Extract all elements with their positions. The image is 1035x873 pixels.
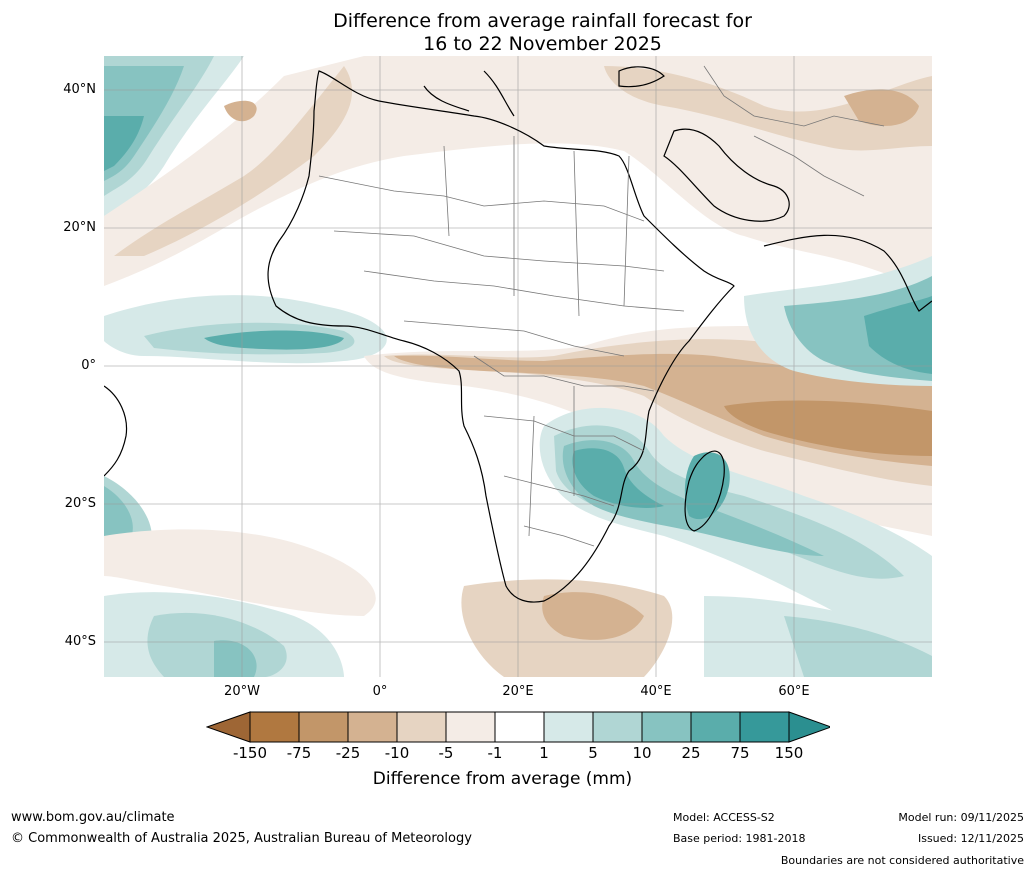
colorbar-cell <box>543 711 594 743</box>
copyright-text: © Commonwealth of Australia 2025, Austra… <box>11 831 472 846</box>
colorbar-tick-label: 75 <box>730 744 750 762</box>
website-link[interactable]: www.bom.gov.au/climate <box>11 810 175 825</box>
boundaries-disclaimer: Boundaries are not considered authoritat… <box>780 854 1024 867</box>
country-borders <box>318 65 885 547</box>
anomaly-gulf-of-guinea-wet <box>104 295 387 364</box>
lon-label-0: 0° <box>372 684 388 699</box>
colorbar-tick-label: 10 <box>632 744 652 762</box>
colorbar-tick-label: 150 <box>774 744 804 762</box>
colorbar-tick-label: -25 <box>335 744 361 762</box>
lat-label-20n: 20°N <box>63 220 96 235</box>
colorbar-cell <box>445 711 496 743</box>
rainfall-anomaly-map <box>104 56 932 677</box>
lon-label-60e: 60°E <box>778 684 810 699</box>
colorbar-title-text: Difference from average (mm) <box>372 769 633 789</box>
coastlines <box>104 66 932 603</box>
colorbar-cell <box>249 711 300 743</box>
colorbar-tick-label: 5 <box>588 744 598 762</box>
lat-label-0: 0° <box>81 358 96 373</box>
map-canvas <box>104 56 932 677</box>
colorbar-cell <box>298 711 349 743</box>
map-title-line1: Difference from average rainfall forecas… <box>333 10 752 32</box>
colorbar-tick-label: -10 <box>384 744 410 762</box>
colorbar-cell <box>494 711 545 743</box>
colorbar <box>206 711 830 743</box>
lat-label-40s: 40°S <box>64 634 96 649</box>
colorbar-cell <box>641 711 692 743</box>
colorbar-cell <box>396 711 447 743</box>
colorbar-tick-label: -150 <box>232 744 268 762</box>
anomaly-arabian-sea-wet <box>744 256 932 386</box>
colorbar-extend-low <box>206 711 251 743</box>
lat-label-40n: 40°N <box>63 82 96 97</box>
graticule <box>104 56 932 677</box>
anomaly-north-atlantic-wet <box>104 56 244 216</box>
anomaly-north-dry-band <box>104 56 932 296</box>
lon-label-40e: 40°E <box>640 684 672 699</box>
model-info: Model: ACCESS-S2 <box>673 811 775 824</box>
anomaly-south-atlantic <box>104 476 932 677</box>
lat-label-20s: 20°S <box>64 496 96 511</box>
colorbar-tick-label: 25 <box>681 744 701 762</box>
colorbar-tick-label: 1 <box>539 744 549 762</box>
colorbar-extend-high <box>788 711 830 743</box>
map-title: Difference from average rainfall forecas… <box>0 10 1035 56</box>
base-period: Base period: 1981-2018 <box>673 832 806 845</box>
lon-label-20w: 20°W <box>224 684 260 699</box>
colorbar-tick-label: -1 <box>487 744 503 762</box>
colorbar-cell <box>592 711 643 743</box>
colorbar-cell <box>690 711 741 743</box>
lon-label-20e: 20°E <box>502 684 534 699</box>
model-run: Model run: 09/11/2025 <box>898 811 1024 824</box>
issued-date: Issued: 12/11/2025 <box>917 832 1024 845</box>
colorbar-tick-label: -5 <box>438 744 454 762</box>
colorbar-title: Difference from average (mm) <box>0 769 1035 789</box>
map-title-line2: 16 to 22 November 2025 <box>423 33 662 55</box>
anomaly-southern-africa-wet <box>539 407 932 677</box>
colorbar-tick-label: -75 <box>286 744 312 762</box>
colorbar-cell <box>739 711 790 743</box>
colorbar-cell <box>347 711 398 743</box>
